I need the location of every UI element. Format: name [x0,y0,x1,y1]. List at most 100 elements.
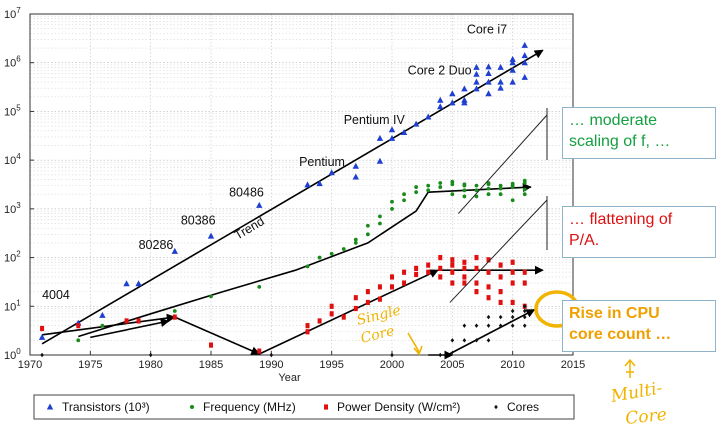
plot-frame [29,13,574,356]
power-density-w-cm-point [329,311,334,317]
callout-frequency-line-2: scaling of f, … [569,133,671,150]
power-density-w-cm-point [450,269,455,275]
power-density-w-cm-point [414,271,419,278]
transistors-10-point [473,85,480,92]
x-tick-label-2010: 2010 [500,359,524,371]
transistors-10-point [135,280,142,287]
power-density-w-cm-point [486,257,491,263]
y-tick-label: 103 [4,201,21,216]
cores-point [522,304,527,309]
transistors-10-point [521,59,528,66]
legend-marker-frequency-mhz [190,405,194,409]
power-density-w-cm-point [124,318,129,324]
legend-box [33,394,575,420]
power-density-w-cm-point [498,299,503,306]
transistors-10-point [425,113,432,120]
cores-point [522,314,527,320]
callout-power: … flattening of P/A. [562,206,716,258]
power-density-w-cm-point [474,265,479,271]
transistors-10-point [461,99,468,106]
frequency-mhz-point [426,183,431,188]
callout-frequency-line-1: … moderate [569,112,658,129]
transistors-10-point [449,90,456,97]
power-density-w-cm-point [474,254,479,261]
cores-point [486,314,491,320]
frequency-mhz-point [522,178,527,183]
cores-point [40,352,44,358]
transistors-10-point [412,120,420,127]
legend-label-frequency-mhz: Frequency (MHz) [203,400,296,414]
transistors-10-point [485,70,492,77]
frequency-mhz-point [474,194,479,199]
frequency-mhz-point [462,188,467,193]
x-tick-label-1995: 1995 [319,359,343,371]
power-density-w-cm-point [305,329,310,335]
power-density-w-cm-point [510,259,515,265]
transistors-10-point [521,73,528,80]
cores-point [474,338,479,343]
callout-power-line-1: … flattening of [569,211,673,228]
power-density-w-cm-point [474,289,479,295]
x-tick-label-1975: 1975 [78,359,102,371]
label-4004: 4004 [42,288,70,302]
transistors-10-point [509,59,516,66]
transistors-10-point [521,41,528,48]
label-pentium: Pentium [299,155,345,169]
transistors-10-point [473,78,480,85]
transistors-10-point [485,78,492,85]
x-tick-label-2015: 2015 [561,359,585,371]
y-tick-label: 101 [4,298,21,313]
transistors-10-point [316,180,323,187]
frequency-trend [78,183,532,338]
power-density-w-cm-point [510,269,515,275]
legend-marker-transistors-10 [46,403,54,410]
frequency-mhz-point [498,192,503,197]
grid-lines [30,14,573,356]
frequency-mhz-point [402,192,406,197]
power-density-w-cm-point [450,280,455,286]
power-density-w-cm-point [426,262,431,268]
label-core2duo: Core 2 Duo [408,64,472,78]
label-pentium-iv: Pentium IV [344,113,406,127]
transistors-10-point [509,78,516,85]
transistors-10-point [497,84,504,91]
power-density-w-cm-point [486,295,491,301]
power-density-w-cm-point [305,323,310,329]
frequency-mhz-point [100,323,105,328]
callout-cores-line-2: core count … [569,326,672,343]
transistors-10-point [171,247,178,254]
y-tick-label: 104 [4,152,21,167]
power-density-w-cm-point [438,265,443,271]
x-axis-label: Year [278,372,301,384]
frequency-mhz-point [172,309,177,313]
cores-point [474,323,479,328]
power-density-w-cm-point [317,318,322,324]
frequency-mhz-point [414,190,419,195]
x-tick-label-1970: 1970 [18,359,42,371]
frequency-mhz-point [378,221,382,226]
transistors-10-point [388,134,396,141]
power-density-w-cm-point [462,259,467,265]
transistors-10-point [376,157,384,164]
power-density-w-cm-point [257,348,262,354]
frequency-mhz-point [438,185,443,189]
legend-marker-cores [494,404,498,410]
power-density-w-cm-point [390,284,394,290]
y-tick-label: 105 [4,103,21,118]
transistors-10-point [328,169,335,176]
power-trend-1 [41,313,176,336]
cores-point [390,352,394,358]
handwritten-multi-core: Core [624,405,667,429]
transistors-10-point [461,85,468,92]
frequency-mhz-point [76,338,81,343]
x-tick-label-1980: 1980 [138,359,162,371]
frequency-mhz-point [317,255,322,260]
label-corei7: Core i7 [467,22,507,36]
transistors-10-point [509,55,516,62]
frequency-mhz-point [341,247,346,251]
frequency-mhz-point [402,198,406,203]
callout-power-line-2: P/A. [569,232,600,249]
frequency-mhz-point [510,183,515,188]
frequency-mhz-point [474,183,479,188]
power-density-w-cm-point [136,318,141,324]
